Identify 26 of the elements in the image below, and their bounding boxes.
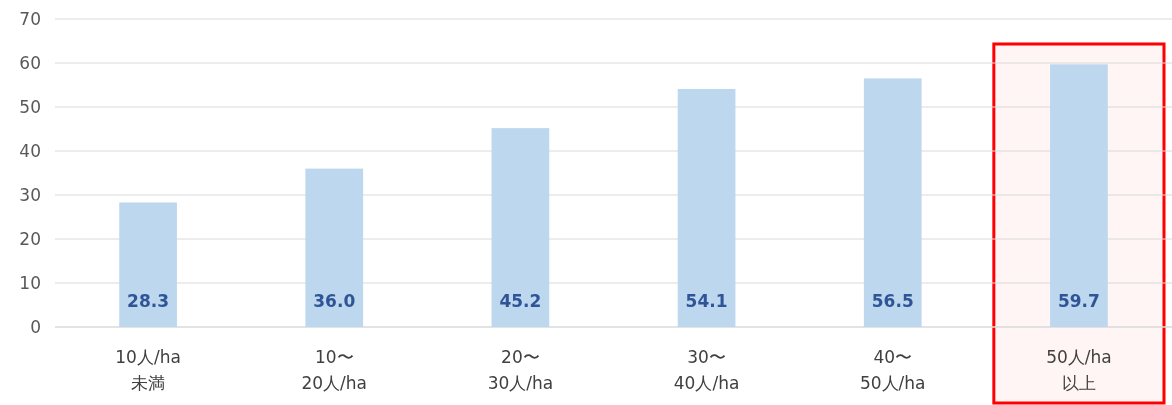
- bar: [1050, 64, 1108, 327]
- y-tick-label: 50: [19, 96, 41, 117]
- data-label: 45.2: [499, 291, 542, 311]
- x-tick-label: 10人/ha 未満: [115, 347, 181, 393]
- bar: [677, 88, 736, 327]
- bar: [119, 202, 177, 327]
- data-label: 28.3: [127, 291, 170, 311]
- x-tick-label: 30〜 40人/ha: [673, 347, 740, 393]
- data-label: 59.7: [1057, 291, 1100, 311]
- x-tick-label: 10〜 20人/ha: [301, 347, 368, 393]
- y-tick-label: 70: [19, 8, 41, 29]
- y-tick-label: 40: [19, 140, 41, 161]
- bar: [305, 168, 364, 327]
- y-tick-label: 0: [30, 316, 41, 337]
- x-tick-label: 50人/ha 以上: [1046, 347, 1112, 393]
- data-label: 54.1: [685, 291, 728, 311]
- x-tick-label: 40〜 50人/ha: [859, 347, 926, 393]
- bar: [863, 78, 922, 327]
- y-tick-label: 60: [19, 52, 41, 73]
- bar: [491, 128, 550, 327]
- y-tick-label: 20: [19, 228, 41, 249]
- x-tick-label: 20〜 30人/ha: [487, 347, 554, 393]
- y-tick-label: 10: [19, 272, 41, 293]
- data-label: 36.0: [313, 291, 356, 311]
- y-tick-label: 30: [19, 184, 41, 205]
- data-label: 56.5: [871, 291, 914, 311]
